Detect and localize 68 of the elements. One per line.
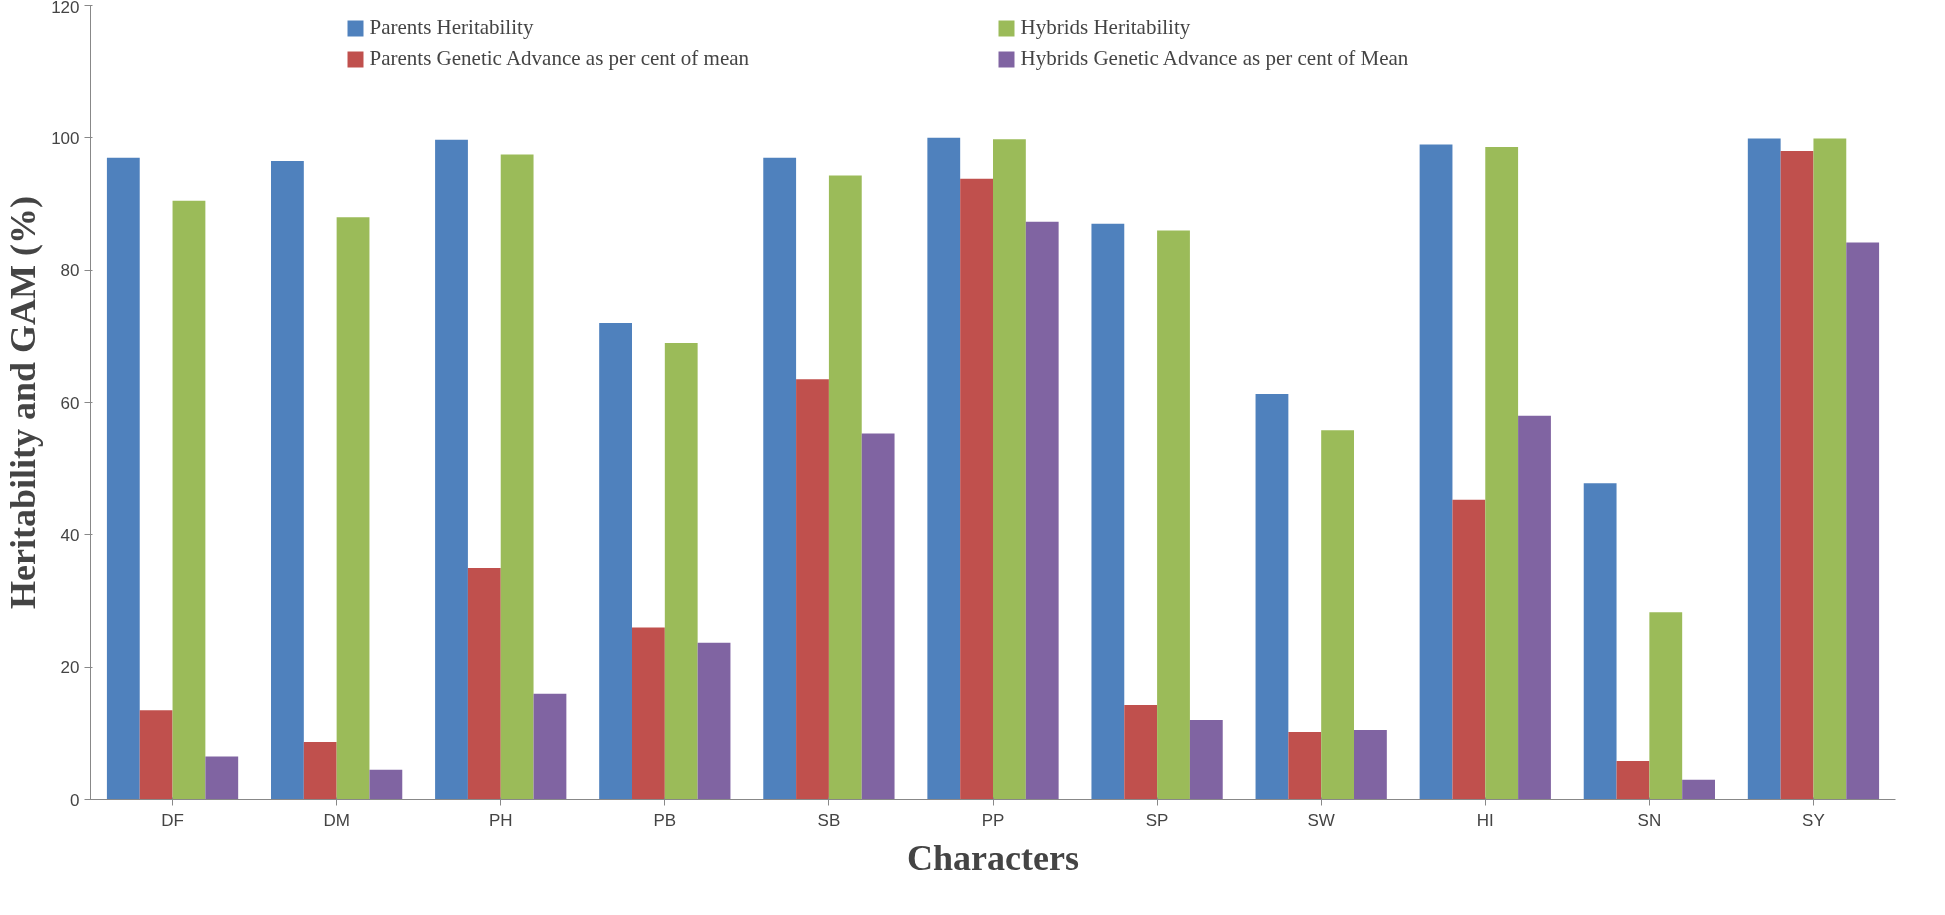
- bar: [1091, 223, 1125, 800]
- bar: [1616, 761, 1650, 800]
- bar: [533, 693, 567, 800]
- bar: [861, 433, 895, 800]
- bar: [1780, 151, 1814, 800]
- legend-label: Parents Genetic Advance as per cent of mean: [369, 46, 751, 71]
- bar: [828, 175, 862, 800]
- bar: [1452, 499, 1486, 800]
- bar: [1747, 138, 1781, 800]
- x-axis-title: Characters: [907, 837, 1079, 878]
- bar: [1157, 230, 1190, 800]
- bar: [1288, 732, 1322, 800]
- y-tick-label: 0: [70, 790, 80, 810]
- legend-label: Hybrids Heritability: [1020, 15, 1192, 40]
- bar: [763, 157, 797, 800]
- bar: [927, 137, 961, 800]
- y-tick-label: 20: [60, 658, 80, 678]
- bar: [1583, 483, 1617, 800]
- bar: [960, 178, 993, 800]
- bar: [435, 139, 468, 800]
- bar: [172, 200, 206, 800]
- bar: [1025, 221, 1059, 800]
- bar: [1321, 430, 1354, 800]
- bar: [369, 769, 403, 800]
- bar: [1485, 147, 1519, 800]
- bar: [1124, 704, 1158, 800]
- bar: [1189, 720, 1223, 800]
- bar: [664, 342, 698, 800]
- x-tick-label: PB: [653, 810, 677, 830]
- bar: [271, 160, 304, 800]
- x-tick-label: DF: [161, 810, 184, 830]
- x-tick-label: PP: [981, 810, 1005, 830]
- bar: [467, 567, 501, 800]
- bar: [1813, 138, 1847, 800]
- y-tick-label: 100: [51, 128, 80, 148]
- x-tick-label: SP: [1145, 810, 1169, 830]
- x-tick-label: DM: [323, 810, 350, 830]
- x-tick-label: SY: [1802, 810, 1825, 830]
- y-tick-label: 120: [51, 0, 80, 17]
- bar: [1518, 415, 1551, 800]
- bar: [993, 139, 1026, 800]
- bar: [632, 627, 665, 800]
- bar: [796, 379, 829, 800]
- bar: [500, 154, 534, 800]
- bar: [1354, 730, 1387, 800]
- bar: [336, 217, 370, 800]
- x-tick-label: SB: [817, 810, 841, 830]
- x-tick-label: SN: [1637, 810, 1662, 830]
- x-tick-label: SW: [1307, 810, 1335, 830]
- bar: [697, 642, 731, 800]
- x-tick-label: HI: [1476, 810, 1494, 830]
- bar: [106, 157, 140, 800]
- y-tick-label: 80: [60, 261, 80, 281]
- bar: [599, 323, 632, 800]
- legend-label: Hybrids Genetic Advance as per cent of Mean: [1020, 46, 1410, 71]
- bar: [1846, 242, 1880, 800]
- bar: [1255, 393, 1289, 800]
- bar: [205, 756, 239, 800]
- y-axis-title: Heritability and GAM (%): [3, 196, 44, 609]
- bar: [139, 710, 173, 800]
- bar: [303, 741, 337, 800]
- bar: [1649, 612, 1683, 800]
- legend-label: Parents Heritability: [369, 15, 535, 40]
- bar: [1682, 779, 1715, 800]
- bar: [1419, 144, 1453, 800]
- x-tick-label: PH: [488, 810, 513, 830]
- y-tick-label: 40: [60, 525, 80, 545]
- y-tick-label: 60: [60, 393, 80, 413]
